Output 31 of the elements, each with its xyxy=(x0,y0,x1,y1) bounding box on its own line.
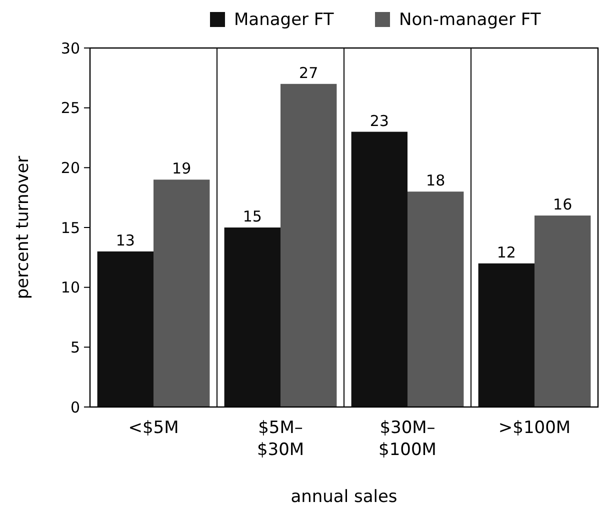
data-label: 12 xyxy=(496,243,516,262)
y-tick-label: 10 xyxy=(60,278,80,297)
legend-label: Manager FT xyxy=(234,10,334,30)
data-label: 23 xyxy=(370,112,389,130)
y-tick-label: 15 xyxy=(60,218,80,237)
data-label: 27 xyxy=(299,64,318,82)
data-label: 13 xyxy=(116,231,135,250)
y-axis-title: percent turnover xyxy=(13,156,33,300)
data-label: 16 xyxy=(553,196,572,214)
data-label: 19 xyxy=(172,160,192,178)
x-tick-label: $30M– $100M xyxy=(378,418,436,460)
data-label: 18 xyxy=(426,172,446,190)
data-label: 15 xyxy=(242,208,262,226)
bar xyxy=(280,84,337,407)
y-tick-label: 0 xyxy=(70,398,80,416)
x-tick-label: >$100M xyxy=(498,418,571,438)
x-axis-title: annual sales xyxy=(290,487,398,507)
y-tick-label: 30 xyxy=(60,39,80,58)
bar xyxy=(351,132,408,407)
bar xyxy=(97,251,154,407)
x-tick-label: <$5M xyxy=(128,418,179,438)
bar xyxy=(534,216,591,407)
y-tick-label: 20 xyxy=(60,158,80,177)
bar xyxy=(224,228,280,407)
x-tick-label: $5M– $30M xyxy=(256,418,304,460)
bar xyxy=(408,192,464,407)
legend-label: Non-manager FT xyxy=(399,10,542,30)
bar xyxy=(478,263,534,407)
y-tick-label: 5 xyxy=(70,338,80,356)
y-tick-label: 25 xyxy=(60,99,80,118)
bar xyxy=(154,180,210,407)
